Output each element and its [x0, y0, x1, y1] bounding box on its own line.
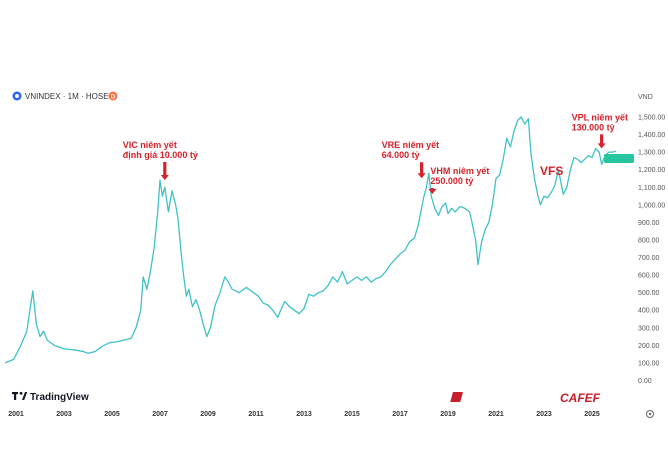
annotation-arrow-shaft	[420, 162, 424, 175]
y-tick-label: 1,000.00	[638, 202, 665, 209]
x-tick-label: 2001	[8, 411, 24, 418]
x-axis: 2001 2003 2005 2007 2009 2011 2013 2015 2017 2019…	[8, 411, 600, 418]
dividend-badge-icon	[108, 91, 118, 101]
cafef-wordmark: CAFEF	[560, 391, 601, 405]
y-axis: 1,500.00 1,400.00 1,300.00 1,200.00 1,100.00…	[638, 115, 665, 386]
annotation-text: VHM niêm yết	[430, 166, 489, 176]
y-tick-label: 1,100.00	[638, 185, 665, 192]
tradingview-logo-icon	[12, 391, 28, 400]
y-tick-label: 100.00	[638, 360, 660, 367]
settings-gear-icon[interactable]	[646, 410, 654, 418]
y-tick-label: 700.00	[638, 255, 660, 262]
x-tick-label: 2011	[248, 411, 263, 418]
y-tick-label: 500.00	[638, 290, 660, 297]
x-tick-label: 2015	[344, 411, 360, 418]
x-tick-label: 2017	[392, 411, 408, 418]
x-tick-label: 2025	[584, 411, 600, 418]
y-tick-label: 600.00	[638, 273, 660, 280]
currency-label: VND	[638, 94, 653, 101]
x-tick-label: 2023	[536, 411, 552, 418]
x-tick-label: 2021	[488, 411, 504, 418]
x-tick-label: 2005	[104, 411, 120, 418]
y-tick-label: 1,500.00	[638, 115, 665, 122]
vfs-label: VFS	[540, 164, 563, 178]
annotation-text: 130.000 tỷ	[572, 122, 615, 132]
y-tick-label: 1,300.00	[638, 150, 665, 157]
annotation-text: VIC niêm yết	[123, 140, 177, 150]
x-tick-label: 2007	[152, 411, 168, 418]
x-tick-label: 2003	[56, 411, 72, 418]
y-tick-label: 400.00	[638, 308, 660, 315]
cafef-branding: CAFEF	[450, 391, 601, 405]
annotation-text: 64.000 tỷ	[382, 150, 420, 160]
last-price-tag	[604, 154, 634, 163]
symbol-label: VNINDEX · 1M · HOSE	[25, 92, 109, 101]
y-tick-label: 900.00	[638, 220, 660, 227]
y-tick-label: 1,200.00	[638, 167, 665, 174]
y-tick-label: 300.00	[638, 325, 660, 332]
tradingview-branding: TradingView	[12, 391, 89, 403]
x-tick-label: 2019	[440, 411, 456, 418]
x-tick-label: 2009	[200, 411, 216, 418]
annotation-text: VPL niêm yết	[572, 112, 628, 122]
y-tick-label: 200.00	[638, 343, 660, 350]
annotation-text: định giá 10.000 tỷ	[123, 150, 198, 160]
annotation-text: VRE niêm yết	[382, 140, 440, 150]
y-tick-label: 800.00	[638, 237, 660, 244]
vnindex-series-line	[4, 116, 617, 364]
annotation-arrow-icon	[417, 173, 426, 179]
annotation-text: 250.000 tỷ	[430, 176, 473, 186]
annotation-arrow-icon	[597, 143, 606, 149]
annotation-arrow-icon	[428, 189, 437, 195]
annotation-arrow-shaft	[600, 134, 604, 145]
symbol-header: VNINDEX · 1M · HOSE D VND	[12, 91, 653, 101]
x-tick-label: 2013	[296, 411, 312, 418]
annotation-arrow-icon	[160, 174, 169, 180]
y-tick-label: 0.00	[638, 378, 652, 385]
dividend-badge-label: D	[111, 95, 116, 101]
tradingview-wordmark: TradingView	[30, 392, 89, 403]
annotation-arrow-shaft	[163, 161, 167, 176]
y-tick-label: 1,400.00	[638, 132, 665, 139]
